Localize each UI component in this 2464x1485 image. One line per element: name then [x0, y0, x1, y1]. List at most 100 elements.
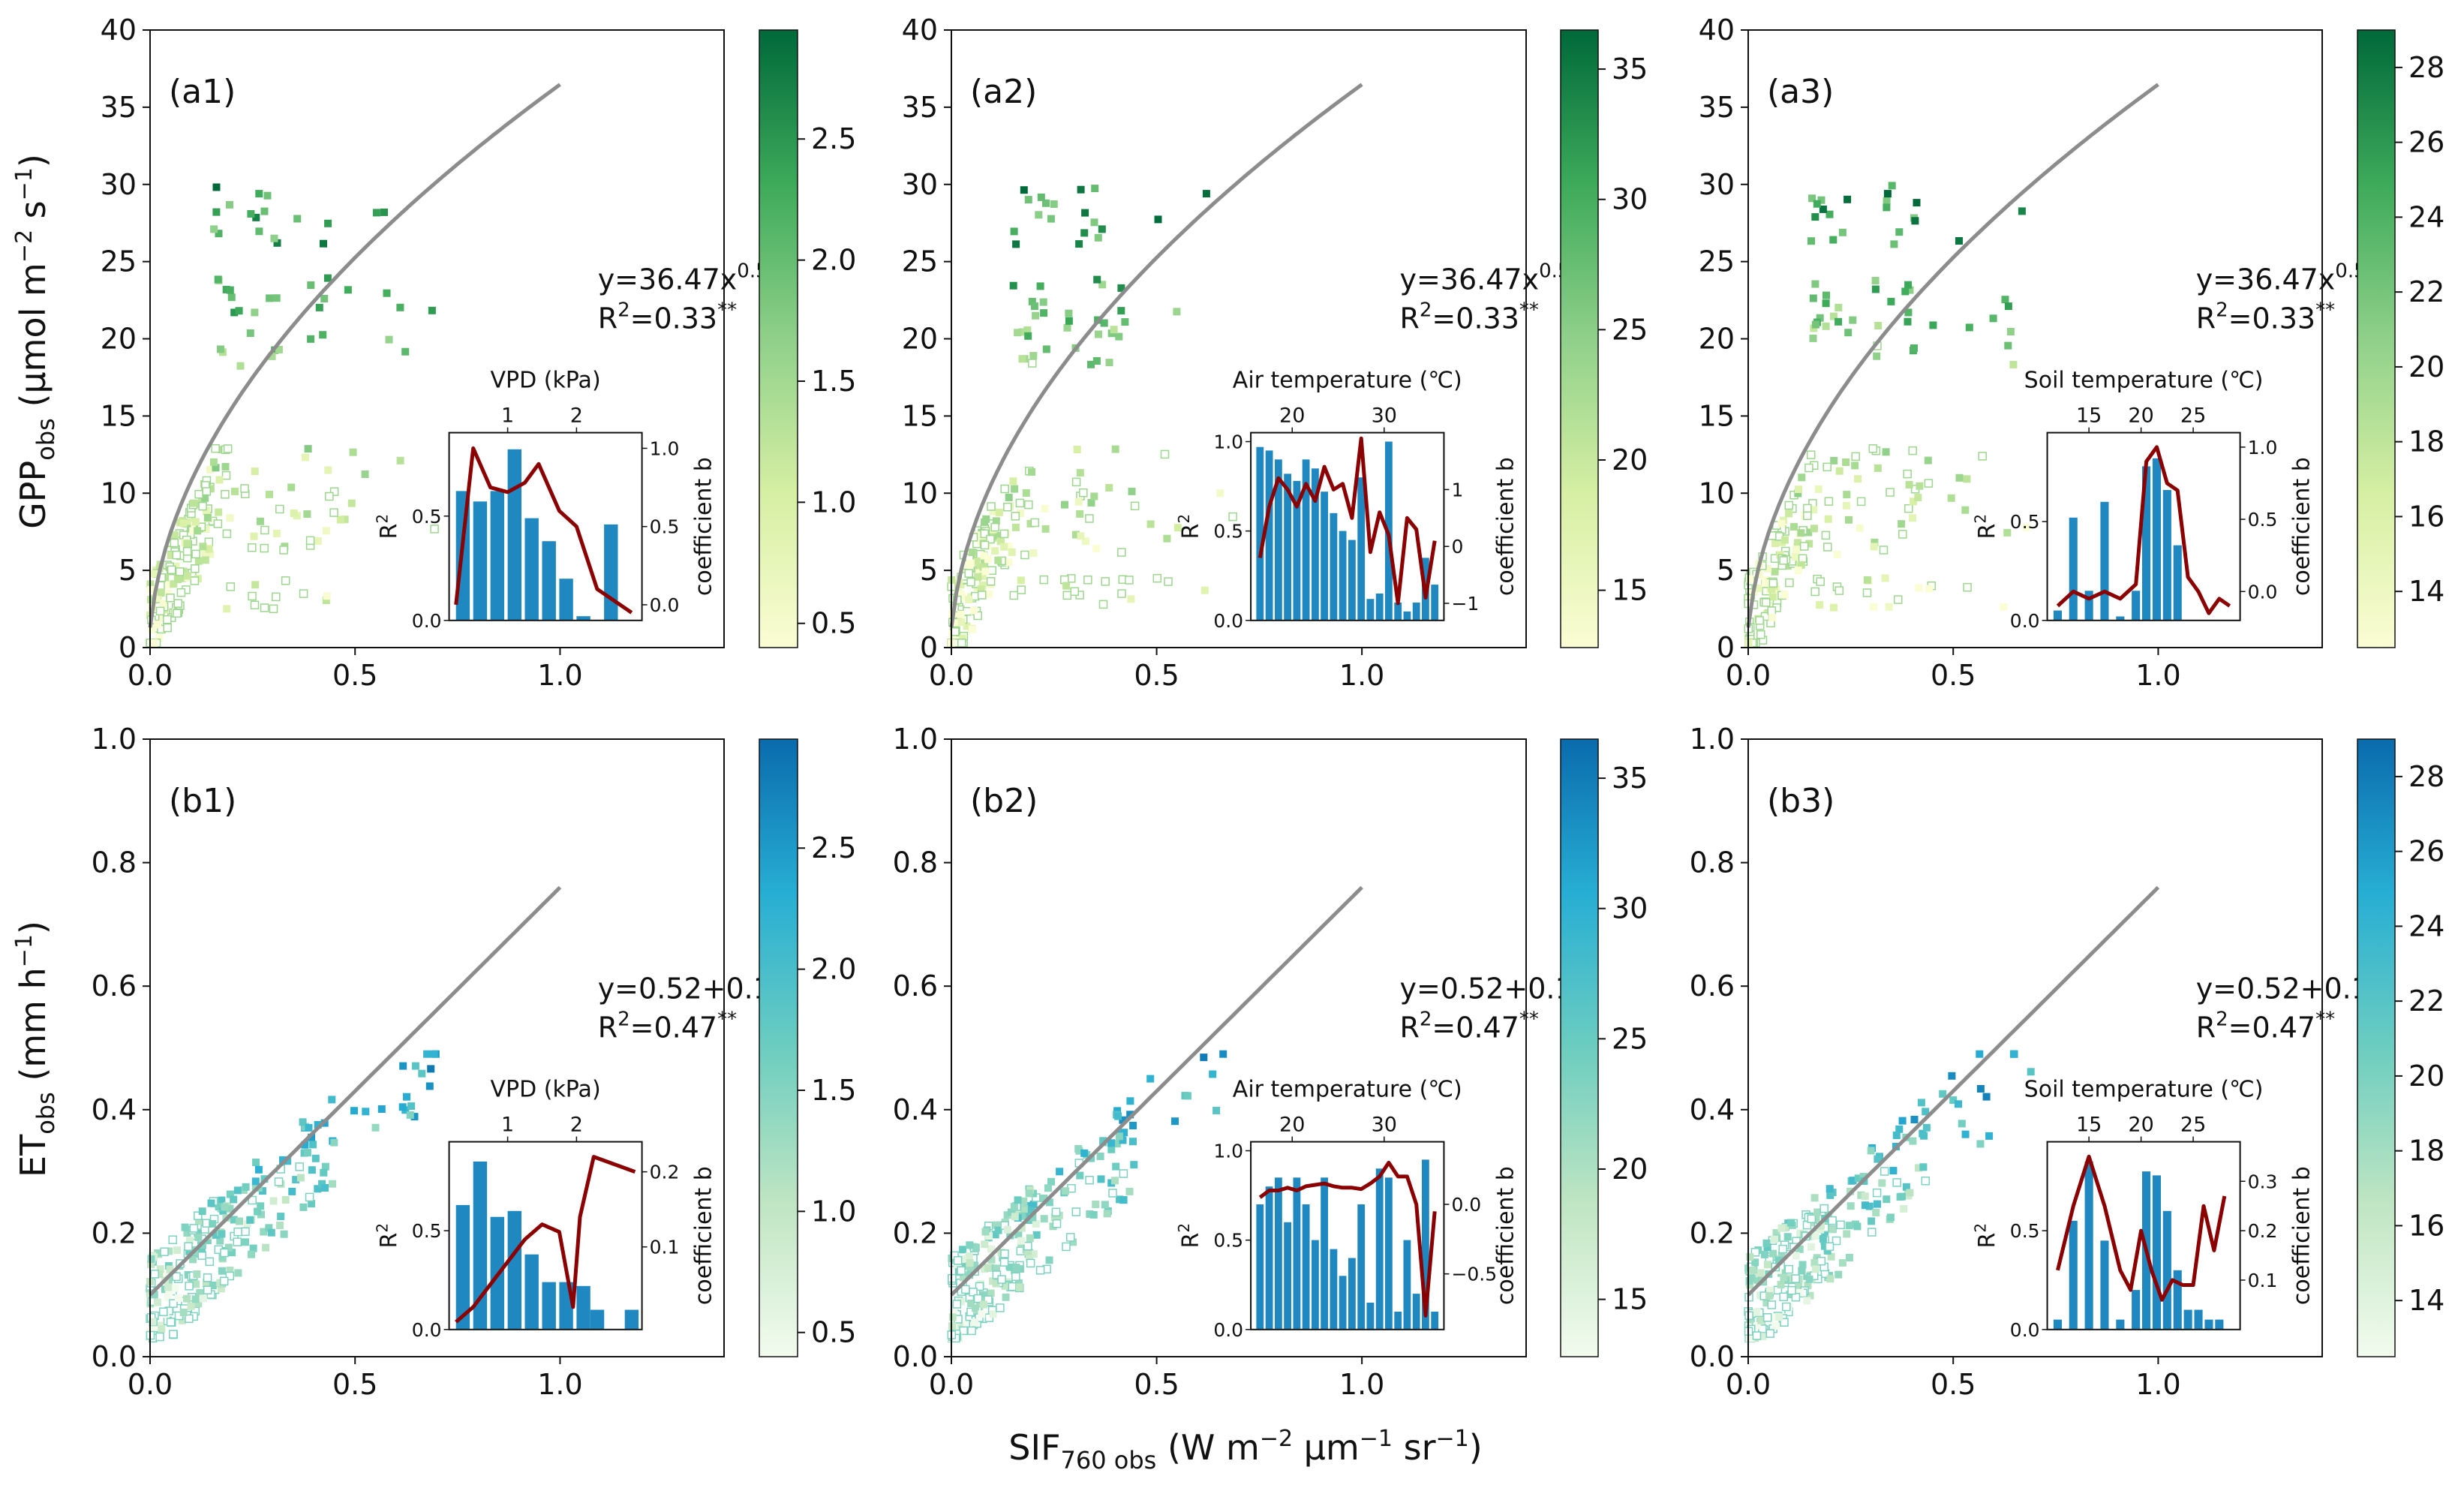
fit-line [148, 83, 561, 628]
scatter-point [255, 190, 263, 198]
scatter-point [1838, 1258, 1846, 1267]
y-tick-label: 1.0 [1690, 723, 1735, 756]
scatter-point [199, 543, 207, 551]
scatter-point [247, 210, 255, 218]
scatter-point [165, 1247, 173, 1255]
inset-r2-label: R2 [1175, 1223, 1204, 1249]
r-squared-value: =0.47 [630, 1012, 717, 1045]
scatter-point [987, 566, 997, 576]
scatter-point [308, 1200, 316, 1208]
scatter-point [1768, 585, 1775, 593]
scatter-point [1821, 531, 1831, 540]
scatter-point [1766, 1286, 1774, 1294]
scatter-point [1784, 1264, 1794, 1274]
scatter-point [1116, 1195, 1124, 1204]
scatter-point [1754, 584, 1762, 592]
scatter-point [1020, 1197, 1028, 1205]
scatter-point [961, 1261, 969, 1270]
scatter-point [275, 504, 284, 514]
scatter-point [1114, 1112, 1122, 1120]
inset-bar [1366, 1303, 1375, 1330]
scatter-point [1836, 1220, 1845, 1230]
inset-bar [473, 1161, 488, 1330]
scatter-point [1777, 1252, 1786, 1260]
scatter-point [233, 1237, 242, 1246]
scatter-point [1823, 543, 1832, 552]
scatter-point [1856, 524, 1864, 532]
equation: y=0.52+0.11 [598, 972, 789, 1006]
scatter-point [226, 582, 236, 591]
inset-r2-exp: 2 [1972, 1223, 1990, 1233]
scatter-point [1868, 1217, 1876, 1225]
scatter-point [1921, 1176, 1931, 1186]
scatter-point [989, 1310, 997, 1318]
y-tick-label: 10 [101, 476, 137, 510]
scatter-point [1816, 577, 1825, 586]
scatter-point [299, 589, 308, 598]
scatter-point [179, 519, 188, 528]
scatter-point [1819, 1234, 1827, 1243]
scatter-point [233, 1186, 242, 1195]
colorbar-tick-label: 1.5 [811, 365, 856, 398]
scatter-point [1009, 591, 1019, 600]
scatter-point [1845, 1254, 1853, 1261]
r-squared: R2=0.47** [598, 1009, 737, 1045]
scatter-point [973, 1294, 983, 1303]
y-tick-label: 0.6 [893, 969, 938, 1003]
scatter-point [1173, 524, 1182, 532]
inset-coef-line [1258, 436, 1437, 606]
scatter-point [1845, 1222, 1853, 1230]
inset-r2-tick-label: 0.5 [2010, 1220, 2040, 1242]
scatter-point [1029, 1213, 1037, 1222]
inset-bar [624, 1309, 639, 1330]
scatter-point [1762, 1313, 1772, 1322]
scatter-point [996, 537, 1005, 546]
scatter-point [1811, 320, 1819, 329]
scatter-point [179, 1309, 188, 1316]
scatter-point [189, 1224, 199, 1233]
scatter-point [1849, 1177, 1857, 1185]
scatter-point [217, 1285, 225, 1293]
scatter-point [1762, 1299, 1771, 1306]
scatter-point [1898, 520, 1906, 528]
scatter-point [212, 464, 220, 472]
inset-r2-tick-label: 0.5 [412, 506, 442, 528]
y-tick-label: 25 [101, 245, 137, 278]
scatter-point [251, 467, 259, 476]
panel-a3: 0.00.51.00510152025303540(a3)y=36.47x0.5… [1699, 14, 2445, 692]
scatter-point [269, 604, 278, 614]
scatter-point [1746, 1281, 1754, 1289]
scatter-point [246, 1216, 254, 1224]
scatter-point [183, 1229, 191, 1237]
scatter-point [215, 476, 224, 484]
scatter-point [1982, 1093, 1991, 1101]
scatter-point [403, 1093, 410, 1101]
scatter-point [1767, 1300, 1777, 1309]
y-tick-label: 0 [920, 631, 938, 664]
inset-bar [1302, 459, 1310, 621]
colorbar-tick-label: 20 [2408, 1060, 2444, 1093]
inset-title: VPD (kPa) [490, 368, 600, 394]
scatter-point [1772, 1229, 1780, 1237]
inset-bar [1422, 1159, 1429, 1330]
scatter-point [1870, 543, 1878, 551]
scatter-point [1795, 485, 1802, 494]
inset-r2-tick-label: 0.0 [1213, 1319, 1243, 1341]
scatter-point [1040, 1215, 1048, 1223]
x-tick-label: 0.5 [1134, 659, 1179, 692]
inset-top-tick-label: 20 [1279, 404, 1305, 428]
inset-r2-tick-label: 0.0 [2010, 1319, 2040, 1341]
inset-bar [2132, 591, 2141, 621]
scatter-points [1744, 182, 2030, 648]
scatter-point [1806, 450, 1816, 459]
scatter-point [1080, 1149, 1089, 1157]
scatter-point [1008, 1282, 1017, 1291]
scatter-point [183, 1294, 191, 1303]
scatter-point [1806, 1291, 1814, 1300]
scatter-point [1929, 321, 1937, 329]
inset-bar [2100, 1240, 2109, 1330]
scatter-point [430, 1050, 438, 1058]
xlabel-rest: (W m [1156, 1427, 1259, 1468]
scatter-point [190, 576, 200, 585]
scatter-point [305, 536, 315, 546]
